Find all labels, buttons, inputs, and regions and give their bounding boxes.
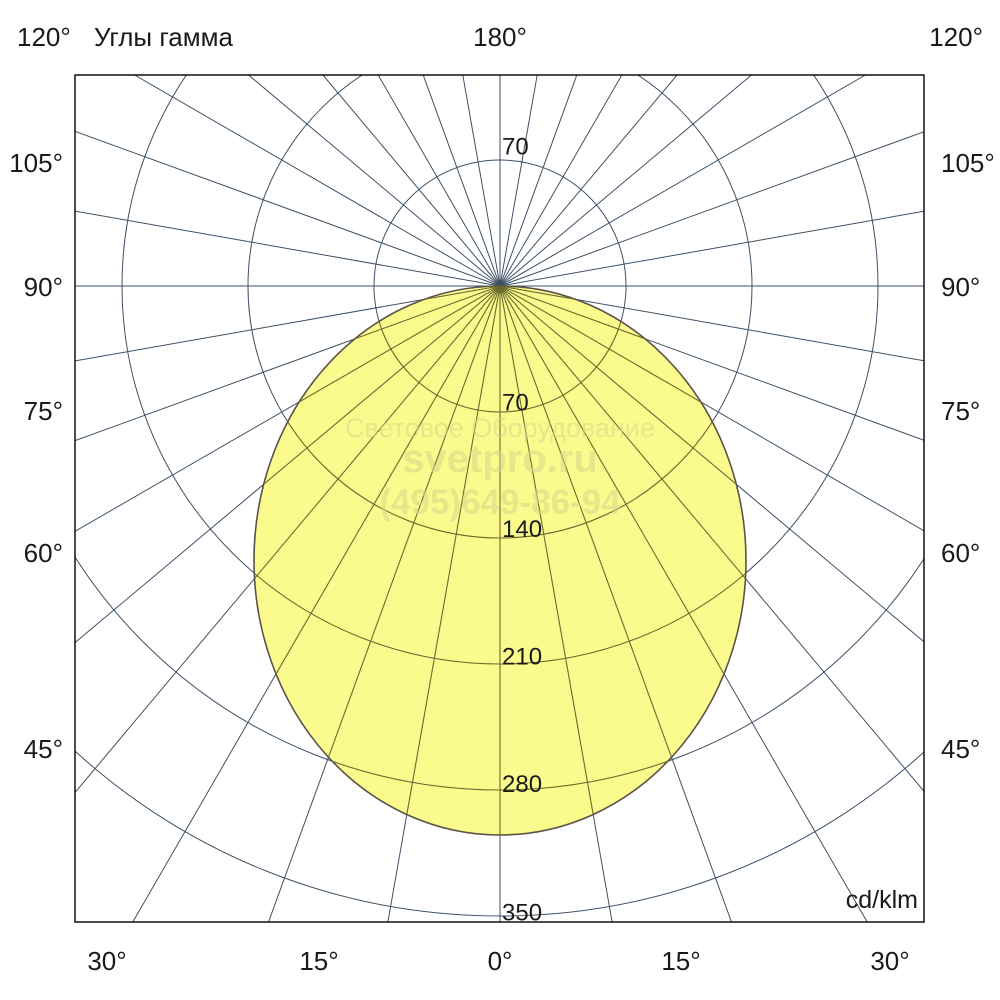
- svg-text:105°: 105°: [9, 148, 63, 178]
- svg-text:15°: 15°: [299, 946, 338, 976]
- svg-text:70: 70: [502, 134, 529, 161]
- svg-text:210: 210: [502, 644, 542, 671]
- svg-text:350: 350: [502, 900, 542, 927]
- svg-text:svetpro.ru: svetpro.ru: [402, 437, 598, 481]
- svg-text:cd/klm: cd/klm: [846, 886, 918, 914]
- svg-text:30°: 30°: [87, 946, 126, 976]
- svg-text:60°: 60°: [941, 538, 980, 568]
- svg-text:90°: 90°: [941, 272, 980, 302]
- svg-text:180°: 180°: [473, 22, 527, 52]
- svg-text:90°: 90°: [24, 272, 63, 302]
- svg-text:75°: 75°: [941, 396, 980, 426]
- svg-text:0°: 0°: [488, 946, 513, 976]
- svg-text:120°: 120°: [929, 22, 983, 52]
- svg-text:(495)649-86-94: (495)649-86-94: [379, 483, 621, 522]
- svg-text:45°: 45°: [24, 734, 63, 764]
- svg-text:120°: 120°: [17, 22, 71, 52]
- svg-text:30°: 30°: [870, 946, 909, 976]
- svg-text:Углы гамма: Углы гамма: [94, 22, 233, 52]
- svg-text:15°: 15°: [661, 946, 700, 976]
- svg-text:280: 280: [502, 771, 542, 798]
- svg-text:105°: 105°: [941, 148, 995, 178]
- svg-text:70: 70: [502, 390, 529, 417]
- svg-text:45°: 45°: [941, 734, 980, 764]
- svg-text:75°: 75°: [24, 396, 63, 426]
- svg-text:140: 140: [502, 516, 542, 543]
- svg-text:60°: 60°: [24, 538, 63, 568]
